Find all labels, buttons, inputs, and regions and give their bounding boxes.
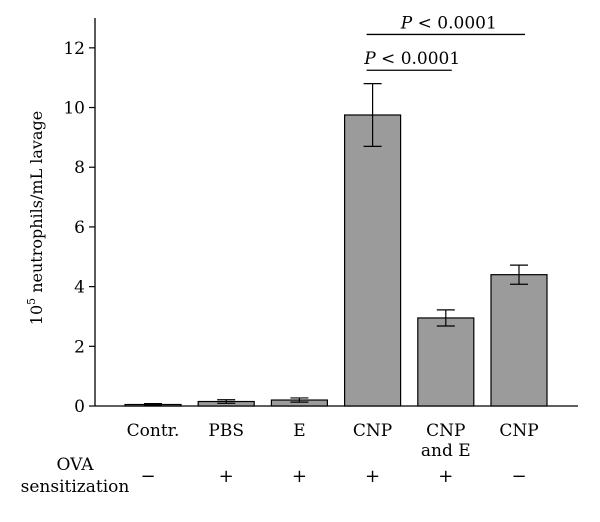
bar	[490, 274, 548, 407]
ova-sensitization-value: +	[219, 466, 234, 487]
y-axis-label: 105 neutrophils/mL lavage	[25, 111, 46, 325]
ova-sensitization-label: sensitization	[21, 477, 130, 497]
x-category-label: E	[293, 421, 305, 441]
axes: 0 2 4 6 8 10 12 105 neutrophils/mL lavage	[25, 18, 578, 417]
x-category-label: and E	[421, 441, 471, 461]
ova-sensitization-value: −	[511, 466, 526, 487]
bars	[124, 83, 548, 407]
y-tick-label: 4	[74, 278, 85, 298]
y-tick-label: 2	[74, 337, 85, 357]
y-tick-label: 12	[63, 39, 85, 59]
ova-sensitization-value: +	[292, 466, 307, 487]
x-category-label: PBS	[208, 421, 244, 441]
significance-label: P < 0.0001	[363, 49, 460, 69]
bar	[417, 317, 475, 407]
ova-sensitization-value: +	[438, 466, 453, 487]
x-category-label: CNP	[426, 421, 465, 441]
y-tick-label: 8	[74, 158, 85, 178]
ova-sensitization-label: OVA	[56, 455, 94, 475]
x-category-label: CNP	[353, 421, 392, 441]
y-tick-label: 10	[63, 99, 85, 119]
ova-sensitization-value: +	[365, 466, 380, 487]
x-category-label: CNP	[499, 421, 538, 441]
x-category-label: Contr.	[127, 421, 180, 441]
bar	[344, 114, 402, 407]
significance-label: P < 0.0001	[400, 13, 497, 33]
ova-sensitization-value: −	[140, 466, 155, 487]
y-tick-label: 0	[74, 397, 85, 417]
y-tick-label: 6	[74, 218, 85, 238]
significance-brackets: P < 0.0001 P < 0.0001	[363, 13, 525, 71]
